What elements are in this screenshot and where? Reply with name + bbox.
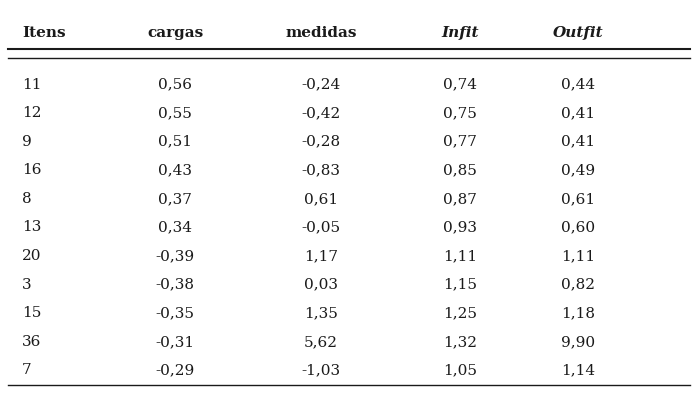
Text: 0,85: 0,85 bbox=[443, 163, 477, 177]
Text: 13: 13 bbox=[22, 221, 42, 234]
Text: 0,41: 0,41 bbox=[561, 135, 595, 148]
Text: 0,03: 0,03 bbox=[304, 278, 339, 292]
Text: 36: 36 bbox=[22, 335, 42, 349]
Text: medidas: medidas bbox=[285, 26, 357, 40]
Text: 0,43: 0,43 bbox=[158, 163, 192, 177]
Text: -0,38: -0,38 bbox=[156, 278, 195, 292]
Text: 0,61: 0,61 bbox=[561, 192, 595, 206]
Text: -0,42: -0,42 bbox=[302, 106, 341, 120]
Text: 0,82: 0,82 bbox=[561, 278, 595, 292]
Text: -0,24: -0,24 bbox=[302, 78, 341, 91]
Text: -0,39: -0,39 bbox=[156, 249, 195, 263]
Text: 1,11: 1,11 bbox=[561, 249, 595, 263]
Text: 5,62: 5,62 bbox=[304, 335, 339, 349]
Text: 20: 20 bbox=[22, 249, 42, 263]
Text: 0,61: 0,61 bbox=[304, 192, 339, 206]
Text: 1,17: 1,17 bbox=[304, 249, 339, 263]
Text: 1,25: 1,25 bbox=[443, 306, 477, 320]
Text: -0,28: -0,28 bbox=[302, 135, 341, 148]
Text: 0,37: 0,37 bbox=[158, 192, 192, 206]
Text: 9: 9 bbox=[22, 135, 32, 148]
Text: Infit: Infit bbox=[442, 26, 479, 40]
Text: 7: 7 bbox=[22, 364, 32, 377]
Text: Itens: Itens bbox=[22, 26, 66, 40]
Text: 1,11: 1,11 bbox=[443, 249, 477, 263]
Text: 1,05: 1,05 bbox=[443, 364, 477, 377]
Text: 8: 8 bbox=[22, 192, 32, 206]
Text: 0,41: 0,41 bbox=[561, 106, 595, 120]
Text: Outfit: Outfit bbox=[553, 26, 604, 40]
Text: 1,14: 1,14 bbox=[561, 364, 595, 377]
Text: -0,31: -0,31 bbox=[156, 335, 195, 349]
Text: cargas: cargas bbox=[147, 26, 203, 40]
Text: 12: 12 bbox=[22, 106, 42, 120]
Text: 0,77: 0,77 bbox=[443, 135, 477, 148]
Text: -0,83: -0,83 bbox=[302, 163, 341, 177]
Text: -0,35: -0,35 bbox=[156, 306, 195, 320]
Text: -1,03: -1,03 bbox=[302, 364, 341, 377]
Text: 0,74: 0,74 bbox=[443, 78, 477, 91]
Text: 0,44: 0,44 bbox=[561, 78, 595, 91]
Text: 0,34: 0,34 bbox=[158, 221, 192, 234]
Text: 0,55: 0,55 bbox=[158, 106, 192, 120]
Text: 11: 11 bbox=[22, 78, 42, 91]
Text: 0,49: 0,49 bbox=[561, 163, 595, 177]
Text: 3: 3 bbox=[22, 278, 32, 292]
Text: 0,51: 0,51 bbox=[158, 135, 192, 148]
Text: 1,15: 1,15 bbox=[443, 278, 477, 292]
Text: 1,35: 1,35 bbox=[304, 306, 338, 320]
Text: 0,75: 0,75 bbox=[443, 106, 477, 120]
Text: -0,29: -0,29 bbox=[156, 364, 195, 377]
Text: 1,18: 1,18 bbox=[561, 306, 595, 320]
Text: 0,56: 0,56 bbox=[158, 78, 192, 91]
Text: -0,05: -0,05 bbox=[302, 221, 341, 234]
Text: 16: 16 bbox=[22, 163, 42, 177]
Text: 0,87: 0,87 bbox=[443, 192, 477, 206]
Text: 15: 15 bbox=[22, 306, 42, 320]
Text: 0,60: 0,60 bbox=[561, 221, 595, 234]
Text: 0,93: 0,93 bbox=[443, 221, 477, 234]
Text: 1,32: 1,32 bbox=[443, 335, 477, 349]
Text: 9,90: 9,90 bbox=[561, 335, 595, 349]
